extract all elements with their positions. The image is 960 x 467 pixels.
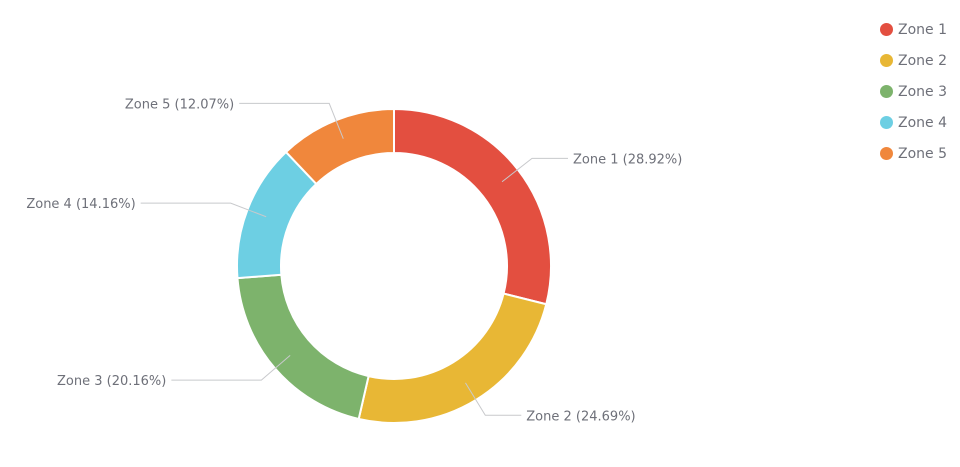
donut-segments xyxy=(236,108,552,424)
slice-labels: Zone 1 (28.92%) Zone 2 (24.69%) Zone 3 (20… xyxy=(26,97,682,424)
legend-label-zone-5: Zone 5 xyxy=(898,145,947,162)
legend-item-zone-1[interactable]: Zone 1 xyxy=(878,14,960,45)
legend-swatch-zone-4 xyxy=(880,116,893,129)
legend-item-zone-4[interactable]: Zone 4 xyxy=(878,107,960,138)
legend-swatch-zone-2 xyxy=(880,54,893,67)
legend-item-zone-3[interactable]: Zone 3 xyxy=(878,76,960,107)
leader-line-zone-5 xyxy=(239,102,344,139)
slice-label-zone-5: Zone 5 (12.07%) xyxy=(125,97,234,112)
leader-line-zone-3 xyxy=(171,354,291,381)
slice-label-zone-4: Zone 4 (14.16%) xyxy=(26,197,135,212)
slice-label-zone-3: Zone 3 (20.16%) xyxy=(57,374,166,389)
leader-line-zone-1 xyxy=(501,157,569,183)
legend-label-zone-4: Zone 4 xyxy=(898,114,947,131)
label-leader-lines xyxy=(140,102,569,416)
legend-item-zone-5[interactable]: Zone 5 xyxy=(878,138,960,169)
slice-label-zone-2: Zone 2 (24.69%) xyxy=(526,409,635,424)
donut-slice-zone-3[interactable] xyxy=(236,273,370,420)
leader-line-zone-2 xyxy=(465,382,522,416)
donut-slice-zone-2[interactable] xyxy=(357,292,548,424)
legend: Zone 1 Zone 2 Zone 3 Zone 4 Zone 5 xyxy=(878,14,960,169)
legend-label-zone-3: Zone 3 xyxy=(898,83,947,100)
legend-label-zone-1: Zone 1 xyxy=(898,21,947,38)
legend-label-zone-2: Zone 2 xyxy=(898,52,947,69)
legend-swatch-zone-3 xyxy=(880,85,893,98)
legend-swatch-zone-5 xyxy=(880,147,893,160)
donut-slice-zone-1[interactable] xyxy=(393,108,552,306)
legend-swatch-zone-1 xyxy=(880,23,893,36)
donut-slice-zone-5[interactable] xyxy=(285,108,395,185)
legend-item-zone-2[interactable]: Zone 2 xyxy=(878,45,960,76)
slice-label-zone-1: Zone 1 (28.92%) xyxy=(573,152,682,167)
leader-line-zone-4 xyxy=(140,202,267,218)
